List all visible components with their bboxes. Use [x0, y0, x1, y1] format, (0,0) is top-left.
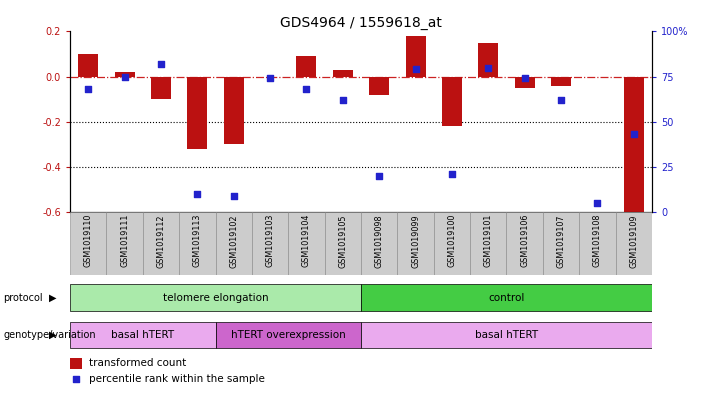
Bar	[79, 54, 98, 77]
Bar	[515, 77, 535, 88]
Bar	[297, 56, 316, 77]
Point	[483, 64, 494, 71]
Bar	[361, 322, 652, 348]
Point	[156, 61, 167, 67]
Bar	[397, 212, 434, 275]
Point	[519, 75, 530, 82]
Bar	[325, 212, 361, 275]
Text: GSM1019105: GSM1019105	[339, 214, 347, 268]
Text: GSM1019099: GSM1019099	[411, 214, 420, 268]
Bar	[470, 212, 506, 275]
Bar	[442, 77, 462, 126]
Text: GSM1019100: GSM1019100	[447, 214, 456, 268]
Bar	[506, 212, 543, 275]
Point	[228, 193, 239, 199]
Bar	[70, 285, 361, 311]
Bar	[615, 212, 652, 275]
Bar	[187, 77, 207, 149]
Text: GSM1019109: GSM1019109	[629, 214, 638, 268]
Bar	[252, 212, 288, 275]
Bar	[224, 77, 244, 144]
Text: GSM1019111: GSM1019111	[120, 214, 129, 268]
Bar	[624, 77, 644, 212]
Point	[447, 171, 458, 177]
Text: GSM1019106: GSM1019106	[520, 214, 529, 268]
Text: GSM1019107: GSM1019107	[557, 214, 566, 268]
Bar	[361, 212, 397, 275]
Bar	[107, 212, 143, 275]
Text: GSM1019098: GSM1019098	[375, 214, 383, 268]
Text: GSM1019110: GSM1019110	[84, 214, 93, 268]
Text: GSM1019113: GSM1019113	[193, 214, 202, 268]
Bar	[216, 212, 252, 275]
Text: protocol: protocol	[4, 293, 43, 303]
Bar	[115, 72, 135, 77]
Bar	[288, 212, 325, 275]
Text: GSM1019101: GSM1019101	[484, 214, 493, 268]
Text: transformed count: transformed count	[90, 358, 186, 368]
Text: percentile rank within the sample: percentile rank within the sample	[90, 374, 265, 384]
Bar	[551, 77, 571, 86]
Text: GSM1019112: GSM1019112	[156, 214, 165, 268]
Point	[374, 173, 385, 179]
Text: ▶: ▶	[49, 293, 56, 303]
Point	[301, 86, 312, 92]
Point	[264, 75, 275, 82]
Bar	[70, 358, 83, 369]
Point	[555, 97, 566, 103]
Point	[592, 200, 603, 206]
Text: GSM1019104: GSM1019104	[302, 214, 311, 268]
Bar	[406, 36, 426, 77]
Text: basal hTERT: basal hTERT	[475, 330, 538, 340]
Text: control: control	[489, 293, 524, 303]
Point	[83, 86, 94, 92]
Text: hTERT overexpression: hTERT overexpression	[231, 330, 346, 340]
Text: basal hTERT: basal hTERT	[111, 330, 175, 340]
Bar	[434, 212, 470, 275]
Bar	[151, 77, 171, 99]
Point	[337, 97, 348, 103]
Bar	[70, 212, 107, 275]
Text: ▶: ▶	[49, 330, 56, 340]
Text: genotype/variation: genotype/variation	[4, 330, 96, 340]
Text: GSM1019108: GSM1019108	[593, 214, 602, 268]
Point	[410, 66, 421, 73]
Point	[119, 73, 130, 80]
Text: GSM1019102: GSM1019102	[229, 214, 238, 268]
Title: GDS4964 / 1559618_at: GDS4964 / 1559618_at	[280, 17, 442, 30]
Bar	[333, 70, 353, 77]
Bar	[143, 212, 179, 275]
Point	[192, 191, 203, 197]
Point	[71, 376, 82, 382]
Bar	[179, 212, 216, 275]
Point	[628, 131, 639, 138]
Text: telomere elongation: telomere elongation	[163, 293, 268, 303]
Bar	[478, 43, 498, 77]
Bar	[361, 285, 652, 311]
Bar	[369, 77, 389, 95]
Bar	[70, 322, 216, 348]
Text: GSM1019103: GSM1019103	[266, 214, 275, 268]
Bar	[543, 212, 579, 275]
Bar	[216, 322, 361, 348]
Bar	[579, 212, 615, 275]
